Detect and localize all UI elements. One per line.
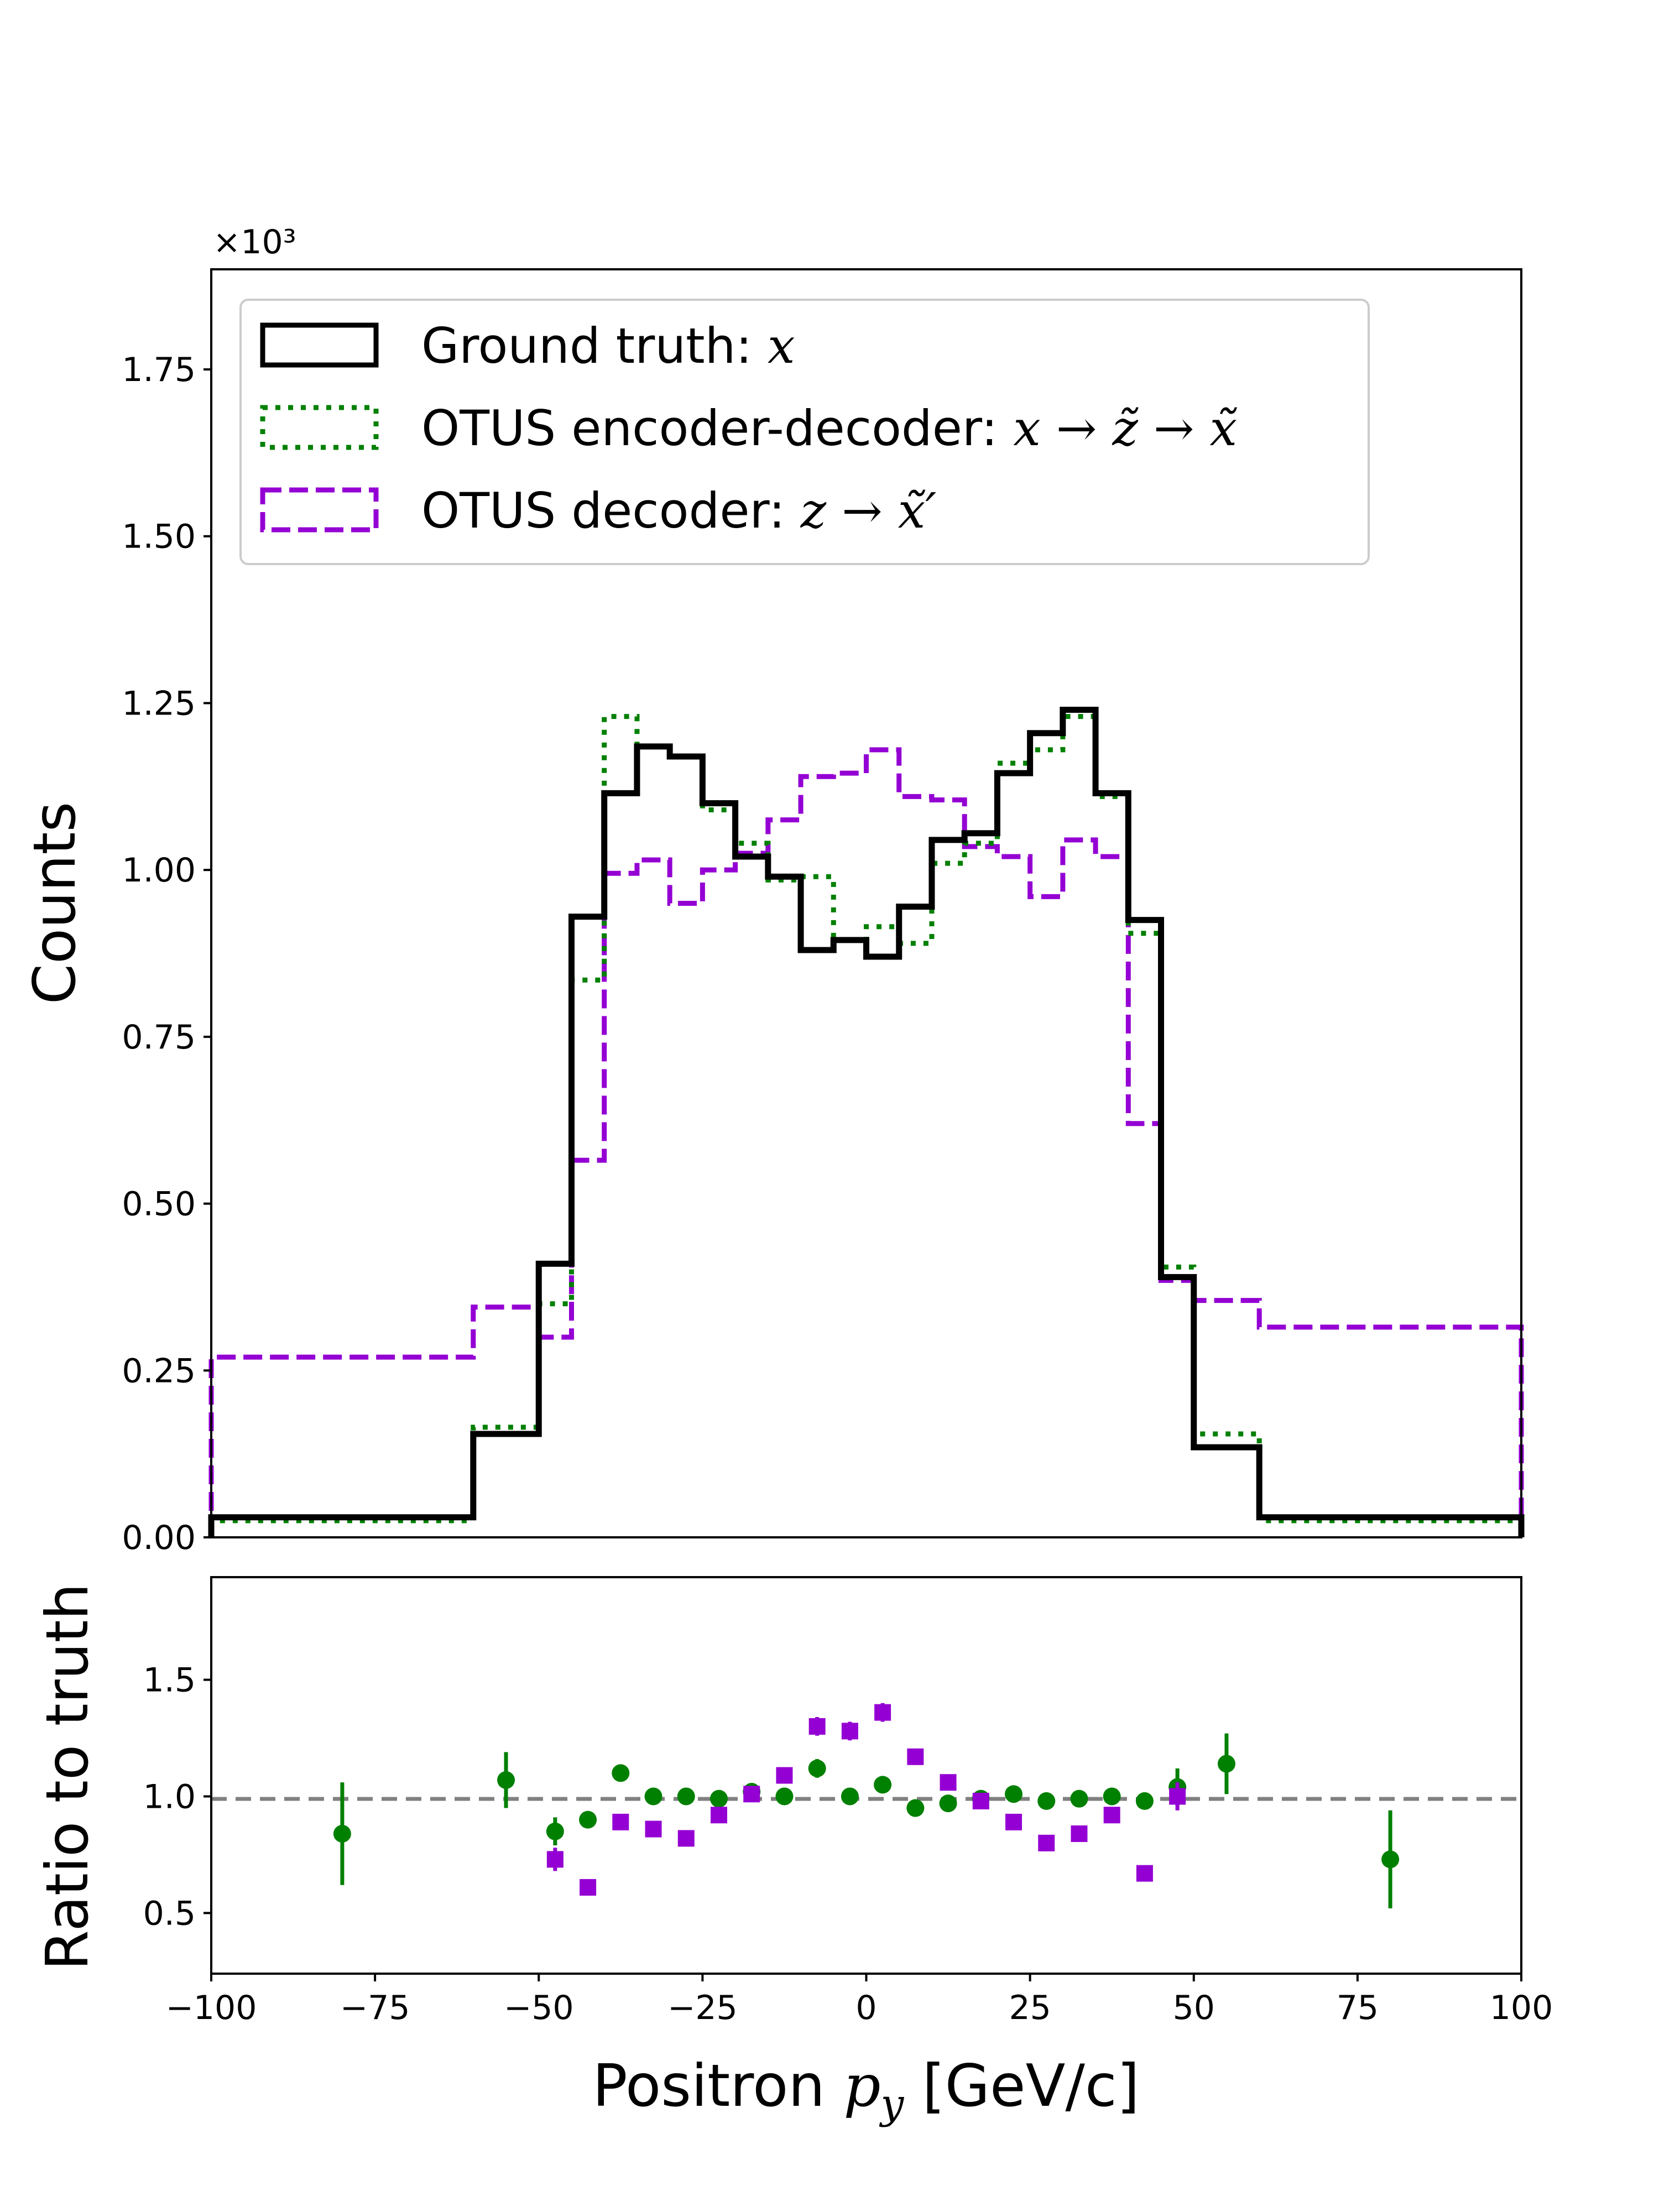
x-tick-label: 0 xyxy=(855,1989,877,2027)
ratio-point-decoder xyxy=(1103,1807,1120,1824)
ratio-point-decoder xyxy=(874,1704,891,1721)
legend: Ground truth: x OTUS encoder-decoder: x … xyxy=(239,299,1370,565)
main-y-tick-label: 1.75 xyxy=(122,351,196,389)
legend-entry-decoder: OTUS decoder: z → x̃′ xyxy=(421,482,936,539)
ratio-point-encoder-decoder xyxy=(612,1764,630,1782)
main-histogram-panel: 0.00 0.25 0.50 0.75 1.00 1.25 1.50 1.75 ×10³ Co… xyxy=(21,223,1525,1557)
ratio-y-tick-label: 1.5 xyxy=(143,1661,196,1700)
ratio-point-encoder-decoder xyxy=(644,1787,662,1806)
ratio-point-encoder-decoder xyxy=(1103,1787,1121,1806)
ratio-point-decoder xyxy=(645,1820,662,1838)
ratio-point-decoder xyxy=(1038,1834,1055,1851)
ratio-point-decoder xyxy=(546,1851,564,1868)
legend-entry-decoder-math: z → x̃′ xyxy=(800,482,937,539)
ratio-point-encoder-decoder xyxy=(808,1759,826,1777)
main-y-tick-label: 0.00 xyxy=(122,1519,196,1557)
main-y-tick-label: 0.25 xyxy=(122,1352,196,1390)
ratio-point-encoder-decoder xyxy=(1037,1792,1056,1810)
ratio-point-decoder xyxy=(1136,1865,1153,1882)
x-tick-label: 100 xyxy=(1490,1989,1553,2027)
main-y-ticks: 0.00 0.25 0.50 0.75 1.00 1.25 1.50 1.75 xyxy=(122,351,211,1557)
legend-entry-ground-truth: Ground truth: x xyxy=(421,317,795,374)
x-tick-label: −100 xyxy=(166,1989,257,2027)
legend-swatch-ground-truth xyxy=(260,322,379,368)
ratio-y-tick-label: 1.0 xyxy=(143,1777,196,1816)
ratio-point-encoder-decoder xyxy=(1005,1785,1023,1803)
ratio-point-decoder xyxy=(972,1792,989,1809)
ratio-point-decoder xyxy=(612,1813,629,1830)
x-axis-label: Positron py [GeV/c] xyxy=(592,2052,1139,2128)
x-axis-label-subscript: y xyxy=(879,2080,905,2128)
ratio-point-encoder-decoder xyxy=(677,1787,695,1806)
main-y-axis-label: Counts xyxy=(21,802,88,1005)
ratio-point-encoder-decoder xyxy=(546,1822,564,1840)
x-tick-label: 75 xyxy=(1337,1989,1379,2027)
ratio-point-decoder xyxy=(710,1807,727,1824)
ratio-point-decoder xyxy=(907,1748,924,1765)
ratio-point-encoder-decoder xyxy=(841,1787,859,1806)
main-y-tick-label: 1.00 xyxy=(122,851,196,890)
ratio-point-decoder xyxy=(1169,1788,1186,1805)
histogram-series-solid xyxy=(208,707,1525,1537)
ratio-point-encoder-decoder xyxy=(906,1799,925,1817)
ratio-point-encoder-decoder xyxy=(333,1824,351,1843)
ratio-point-decoder xyxy=(677,1830,695,1847)
legend-entry-ground-truth-math: x xyxy=(768,317,795,374)
ratio-point-encoder-decoder xyxy=(579,1811,597,1829)
y-scale-multiplier: ×10³ xyxy=(213,223,296,262)
ratio-point-encoder-decoder xyxy=(1381,1850,1400,1869)
histogram-series-dashed xyxy=(208,747,1524,1537)
x-tick-label: −50 xyxy=(504,1989,574,2027)
x-tick-label: −25 xyxy=(667,1989,738,2027)
ratio-point-encoder-decoder xyxy=(775,1787,794,1806)
main-y-tick-label: 1.25 xyxy=(122,684,196,723)
main-y-tick-label: 0.50 xyxy=(122,1185,196,1224)
main-y-tick-label: 0.75 xyxy=(122,1018,196,1057)
ratio-point-encoder-decoder xyxy=(939,1794,957,1813)
x-axis-label-after: [GeV/c] xyxy=(904,2052,1139,2120)
ratio-axes-frame xyxy=(210,1576,1522,1975)
ratio-points xyxy=(333,1703,1400,1908)
ratio-point-decoder xyxy=(776,1767,793,1784)
legend-entry-encoder-decoder-text: OTUS encoder-decoder: xyxy=(421,400,1013,457)
ratio-point-encoder-decoder xyxy=(874,1776,892,1794)
ratio-point-decoder xyxy=(808,1718,826,1735)
ratio-point-encoder-decoder xyxy=(1217,1755,1235,1773)
ratio-x-ticks: −100 −75 −50 −25 0 25 50 75 100 xyxy=(166,1974,1553,2027)
x-tick-label: 50 xyxy=(1173,1989,1215,2027)
x-tick-label: 25 xyxy=(1009,1989,1051,2027)
ratio-point-encoder-decoder xyxy=(1135,1792,1154,1810)
ratio-y-tick-label: 0.5 xyxy=(143,1894,196,1933)
ratio-point-decoder xyxy=(743,1786,760,1803)
ratio-point-encoder-decoder xyxy=(709,1790,728,1808)
legend-entry-encoder-decoder-math: x → z̃ → x̃ xyxy=(1013,400,1237,457)
x-tick-label: −75 xyxy=(340,1989,410,2027)
legend-entry-encoder-decoder: OTUS encoder-decoder: x → z̃ → x̃ xyxy=(421,400,1237,457)
legend-box xyxy=(239,299,1370,565)
ratio-panel: 0.5 1.0 1.5 −100 −75 −50 −25 0 25 50 75 100 Ratio … xyxy=(34,1576,1553,2128)
x-axis-label-before: Positron xyxy=(592,2052,843,2120)
ratio-y-axis-label: Ratio to truth xyxy=(34,1583,101,1970)
ratio-point-decoder xyxy=(940,1774,957,1791)
legend-swatch-decoder xyxy=(260,487,379,533)
main-y-tick-label: 1.50 xyxy=(122,518,196,556)
ratio-y-ticks: 0.5 1.0 1.5 xyxy=(143,1661,211,1933)
ratio-point-encoder-decoder xyxy=(497,1771,515,1789)
ratio-point-decoder xyxy=(1005,1813,1022,1830)
legend-entry-ground-truth-text: Ground truth: xyxy=(421,317,768,374)
ratio-point-encoder-decoder xyxy=(1070,1790,1088,1808)
histogram-lines xyxy=(208,707,1525,1537)
main-axes-frame xyxy=(210,268,1522,1538)
ratio-point-decoder xyxy=(1071,1825,1088,1842)
legend-entry-decoder-text: OTUS decoder: xyxy=(421,482,801,539)
ratio-point-decoder xyxy=(580,1879,597,1896)
ratio-point-decoder xyxy=(841,1723,858,1740)
x-axis-label-variable: p xyxy=(843,2052,880,2120)
